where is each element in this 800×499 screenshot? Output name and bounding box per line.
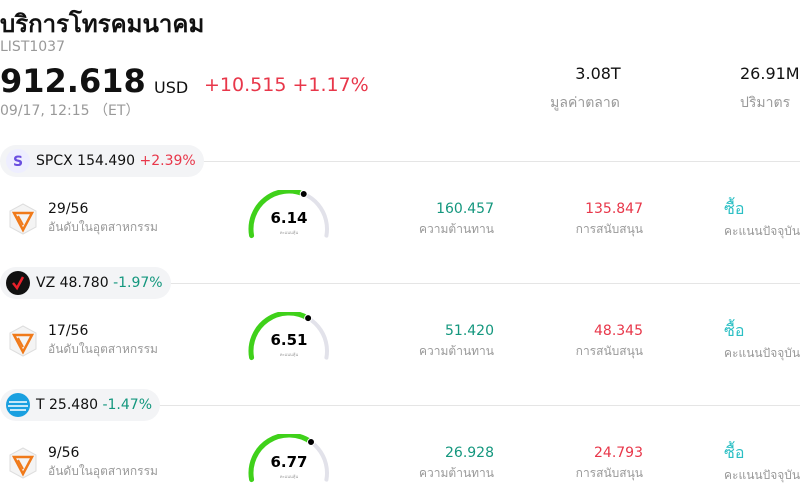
gauge-dot xyxy=(299,190,308,198)
score-label: คะแนนหุ้น xyxy=(280,352,299,358)
code: LIST1037 xyxy=(0,39,65,55)
score: 6.77 xyxy=(270,453,307,471)
title: บริการโทรคมนาคม xyxy=(0,10,205,38)
ticker-logo xyxy=(6,393,30,417)
change: +10.515 +1.17% xyxy=(204,74,369,96)
rating-label: คะแนนปัจจุบัน xyxy=(724,346,800,360)
rating: ซื้อ xyxy=(724,199,745,218)
ticker-price: 48.780 xyxy=(59,275,109,291)
ticker-price: 154.490 xyxy=(77,153,136,169)
support: 135.847 xyxy=(585,201,643,217)
support: 24.793 xyxy=(594,445,643,461)
divider xyxy=(0,161,800,162)
gauge-fill xyxy=(248,434,314,483)
logo-letter: S xyxy=(13,154,23,170)
price: 912.618 xyxy=(0,62,146,100)
gauge-fill xyxy=(248,312,311,361)
score-label: คะแนนหุ้น xyxy=(280,474,299,480)
resistance: 51.420 xyxy=(445,323,494,339)
rating-label: คะแนนปัจจุบัน xyxy=(724,224,800,238)
stat-value: 3.08T xyxy=(575,64,621,83)
support: 48.345 xyxy=(594,323,643,339)
rank-label: อันดับในอุตสาหกรรม xyxy=(48,342,158,356)
ticker-pill: S SPCX 154.490 +2.39% xyxy=(0,145,204,177)
rating: ซื้อ xyxy=(724,321,745,340)
ticker: VZ xyxy=(36,275,56,291)
ticker-change: +2.39% xyxy=(139,153,196,169)
gauge-fill xyxy=(248,190,307,239)
rank: 9/56 xyxy=(48,445,80,461)
ticker-pill: T 25.480 -1.47% xyxy=(0,389,160,421)
score-label: คะแนนหุ้น xyxy=(280,230,299,236)
gauge-dot xyxy=(307,438,316,447)
ticker-change: -1.97% xyxy=(113,275,163,291)
gauge-dot xyxy=(304,314,313,323)
ticker-logo: S xyxy=(6,149,30,173)
industry-icon xyxy=(9,325,37,357)
industry-icon xyxy=(9,203,37,235)
score-gauge: 6.51 คะแนนหุ้น xyxy=(248,312,329,361)
ticker-change: -1.47% xyxy=(102,397,152,413)
change-value: +10.515 xyxy=(204,74,287,96)
ticker: T xyxy=(36,397,45,413)
rank-label: อันดับในอุตสาหกรรม xyxy=(48,464,158,478)
rating: ซื้อ xyxy=(724,443,745,462)
resistance-label: ความต้านทาน xyxy=(419,344,494,358)
resistance-label: ความต้านทาน xyxy=(419,222,494,236)
support-label: การสนับสนุน xyxy=(575,222,643,236)
ticker-logo xyxy=(6,271,30,295)
rank: 17/56 xyxy=(48,323,89,339)
resistance-label: ความต้านทาน xyxy=(419,466,494,480)
time: 09/17, 12:15 （ET） xyxy=(0,103,140,119)
ticker-price: 25.480 xyxy=(49,397,99,413)
rank: 29/56 xyxy=(48,201,89,217)
support-label: การสนับสนุน xyxy=(575,466,643,480)
rating-label: คะแนนปัจจุบัน xyxy=(724,468,800,482)
currency: USD xyxy=(154,78,189,97)
score: 6.14 xyxy=(270,209,307,227)
score-gauge: 6.14 คะแนนหุ้น xyxy=(248,190,329,239)
stat-label: ปริมาตร xyxy=(740,95,791,111)
support-label: การสนับสนุน xyxy=(575,344,643,358)
divider xyxy=(0,283,800,284)
ticker: SPCX xyxy=(36,153,73,169)
rank-label: อันดับในอุตสาหกรรม xyxy=(48,220,158,234)
score: 6.51 xyxy=(270,331,307,349)
industry-icon xyxy=(9,447,37,479)
resistance: 160.457 xyxy=(436,201,494,217)
stat-value: 26.91M xyxy=(740,64,800,83)
stat-label: มูลค่าตลาด xyxy=(550,95,620,111)
ticker-pill: VZ 48.780 -1.97% xyxy=(0,267,171,299)
change-pct: +1.17% xyxy=(292,74,369,96)
score-gauge: 6.77 คะแนนหุ้น xyxy=(248,434,329,483)
resistance: 26.928 xyxy=(445,445,494,461)
divider xyxy=(0,405,800,406)
